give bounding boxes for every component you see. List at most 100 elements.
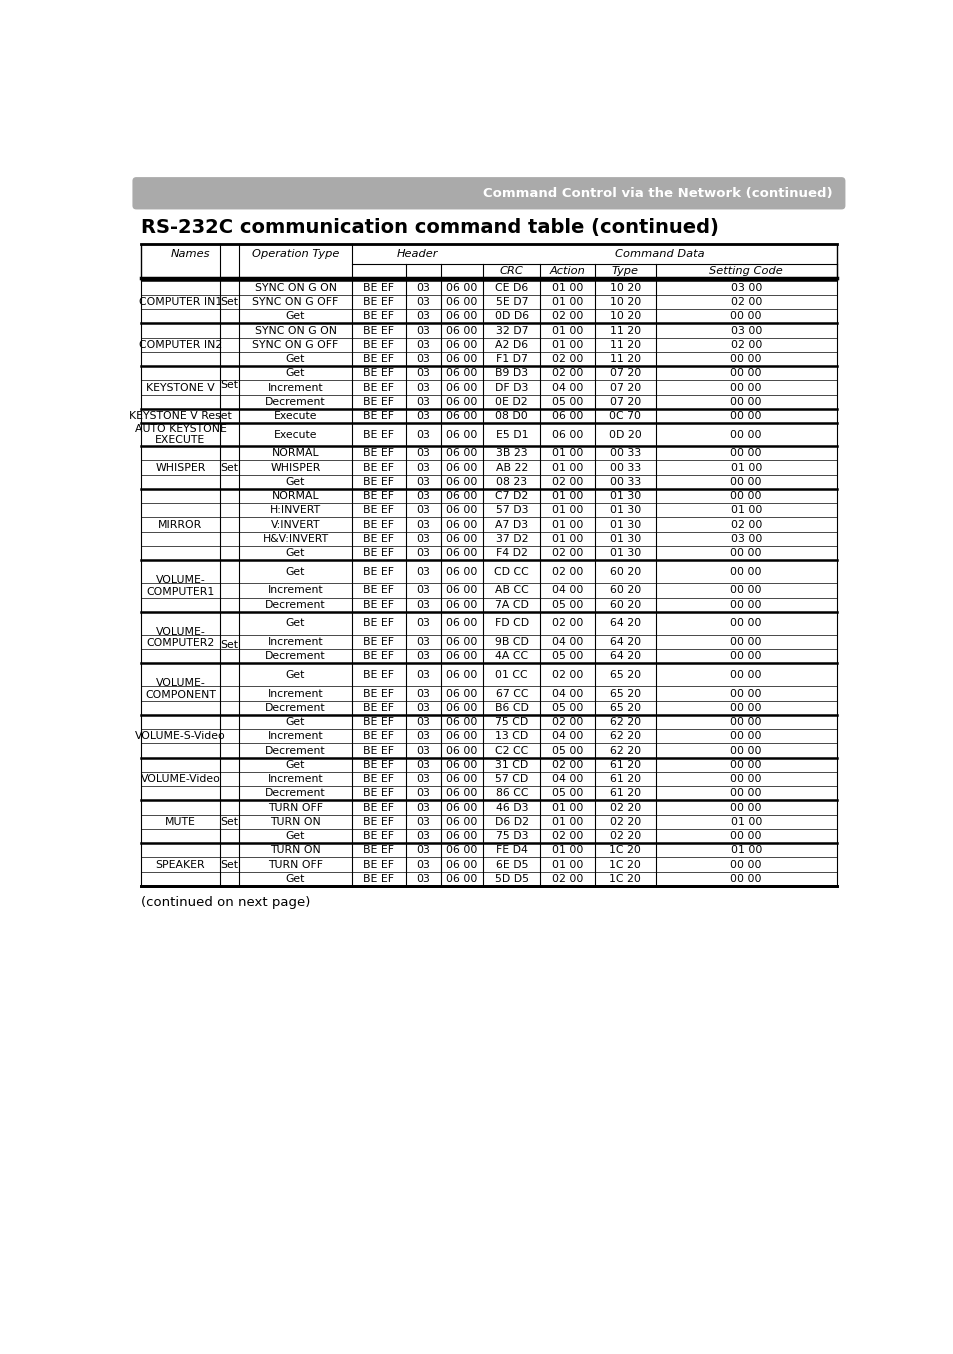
Text: BE EF: BE EF [363, 788, 394, 799]
Text: BE EF: BE EF [363, 816, 394, 827]
Text: F4 D2: F4 D2 [496, 548, 527, 558]
Text: 03: 03 [416, 353, 430, 364]
Text: 06 00: 06 00 [446, 533, 477, 544]
Text: 01 00: 01 00 [552, 845, 582, 856]
Text: 37 D2: 37 D2 [495, 533, 527, 544]
Text: 11 20: 11 20 [609, 325, 640, 336]
Text: BE EF: BE EF [363, 429, 394, 440]
Text: H:INVERT: H:INVERT [270, 505, 321, 516]
Text: AUTO KEYSTONE
EXECUTE: AUTO KEYSTONE EXECUTE [134, 424, 226, 445]
Text: 06 00: 06 00 [446, 283, 477, 292]
Text: 06 00: 06 00 [446, 448, 477, 459]
Text: 01 00: 01 00 [552, 520, 582, 529]
Text: Header: Header [396, 249, 437, 259]
Text: 03: 03 [416, 651, 430, 661]
Text: 06 00: 06 00 [446, 619, 477, 628]
Text: BE EF: BE EF [363, 585, 394, 596]
Text: 06 00: 06 00 [446, 636, 477, 647]
Text: 03: 03 [416, 448, 430, 459]
Text: 06 00: 06 00 [446, 567, 477, 577]
Text: 02 00: 02 00 [730, 520, 761, 529]
Text: 02 00: 02 00 [552, 760, 582, 770]
Text: 03: 03 [416, 325, 430, 336]
Text: Get: Get [286, 548, 305, 558]
Text: 01 00: 01 00 [552, 492, 582, 501]
Text: 6E D5: 6E D5 [495, 860, 527, 869]
Text: Command Control via the Network (continued): Command Control via the Network (continu… [482, 187, 831, 200]
Text: 06 00: 06 00 [446, 429, 477, 440]
Text: Get: Get [286, 873, 305, 884]
Text: 01 00: 01 00 [552, 505, 582, 516]
Text: 03: 03 [416, 731, 430, 742]
Text: 03: 03 [416, 600, 430, 609]
Text: 01 00: 01 00 [730, 816, 761, 827]
Text: KEYSTONE V: KEYSTONE V [146, 383, 214, 393]
Text: BE EF: BE EF [363, 283, 394, 292]
Text: 5E D7: 5E D7 [495, 297, 527, 307]
Text: COMPUTER IN1: COMPUTER IN1 [139, 297, 222, 307]
Text: 1C 20: 1C 20 [609, 845, 640, 856]
Text: 03: 03 [416, 368, 430, 378]
Text: 06 00: 06 00 [446, 731, 477, 742]
Text: (continued on next page): (continued on next page) [141, 896, 310, 910]
Text: MUTE: MUTE [165, 816, 195, 827]
Text: 10 20: 10 20 [609, 283, 640, 292]
Text: Get: Get [286, 760, 305, 770]
Text: 03: 03 [416, 816, 430, 827]
Text: 06 00: 06 00 [446, 845, 477, 856]
Text: Operation Type: Operation Type [252, 249, 339, 259]
Text: 03: 03 [416, 311, 430, 321]
Text: BE EF: BE EF [363, 297, 394, 307]
Text: BE EF: BE EF [363, 548, 394, 558]
Text: 06 00: 06 00 [552, 412, 582, 421]
Text: 3B 23: 3B 23 [496, 448, 527, 459]
Text: 06 00: 06 00 [446, 746, 477, 756]
Text: 61 20: 61 20 [609, 788, 640, 799]
Text: Set: Set [220, 463, 238, 473]
Text: 13 CD: 13 CD [495, 731, 528, 742]
Text: 02 20: 02 20 [609, 831, 640, 841]
Text: 06 00: 06 00 [446, 651, 477, 661]
Text: 03: 03 [416, 533, 430, 544]
Text: 06 00: 06 00 [446, 412, 477, 421]
Text: Execute: Execute [274, 412, 317, 421]
Text: D6 D2: D6 D2 [495, 816, 528, 827]
Text: 11 20: 11 20 [609, 340, 640, 349]
Text: 00 00: 00 00 [730, 600, 761, 609]
Text: 00 00: 00 00 [730, 670, 761, 680]
Text: 01 00: 01 00 [730, 505, 761, 516]
Text: 1C 20: 1C 20 [609, 860, 640, 869]
Text: Get: Get [286, 353, 305, 364]
Text: 03: 03 [416, 412, 430, 421]
Text: 03: 03 [416, 492, 430, 501]
Text: 02 00: 02 00 [552, 548, 582, 558]
Text: BE EF: BE EF [363, 477, 394, 487]
Text: 02 00: 02 00 [730, 340, 761, 349]
Text: Names: Names [171, 249, 210, 259]
Text: 01 00: 01 00 [730, 845, 761, 856]
Text: 03: 03 [416, 463, 430, 473]
Text: 05 00: 05 00 [552, 703, 582, 712]
Text: 00 00: 00 00 [730, 718, 761, 727]
Text: V:INVERT: V:INVERT [271, 520, 320, 529]
Text: 01 00: 01 00 [552, 325, 582, 336]
Text: 03: 03 [416, 297, 430, 307]
Text: 03: 03 [416, 703, 430, 712]
Text: BE EF: BE EF [363, 746, 394, 756]
Text: 06 00: 06 00 [446, 505, 477, 516]
Text: 00 33: 00 33 [609, 448, 640, 459]
Text: 07 20: 07 20 [609, 368, 640, 378]
Text: BE EF: BE EF [363, 505, 394, 516]
Text: 02 00: 02 00 [730, 297, 761, 307]
Text: 06 00: 06 00 [446, 297, 477, 307]
Text: BE EF: BE EF [363, 412, 394, 421]
Text: 01 30: 01 30 [609, 492, 640, 501]
Text: 08 23: 08 23 [496, 477, 527, 487]
Text: BE EF: BE EF [363, 311, 394, 321]
Text: BE EF: BE EF [363, 689, 394, 699]
Text: Decrement: Decrement [265, 788, 326, 799]
Text: 03: 03 [416, 505, 430, 516]
Text: BE EF: BE EF [363, 353, 394, 364]
Text: 02 00: 02 00 [552, 368, 582, 378]
Text: 32 D7: 32 D7 [495, 325, 527, 336]
